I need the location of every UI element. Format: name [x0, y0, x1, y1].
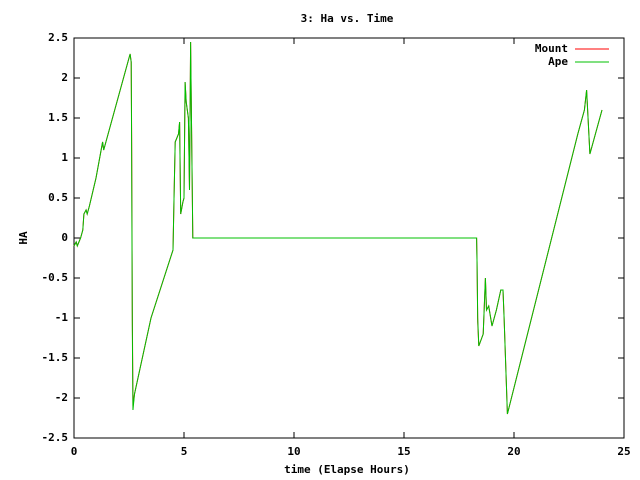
series-line [73, 41, 603, 415]
y-axis-label: HA [17, 231, 30, 245]
y-tick-label: 0.5 [48, 191, 68, 204]
y-tick-label: 2.5 [48, 31, 68, 44]
x-tick-label: 10 [287, 445, 300, 458]
x-tick-label: 5 [181, 445, 188, 458]
x-tick-label: 25 [617, 445, 630, 458]
y-tick-label: -2.5 [42, 431, 69, 444]
y-tick-label: -0.5 [42, 271, 69, 284]
x-tick-label: 15 [397, 445, 410, 458]
x-tick-label: 0 [71, 445, 78, 458]
y-tick-label: 1 [61, 151, 68, 164]
chart-title: 3: Ha vs. Time [301, 12, 394, 25]
legend-label: Mount [535, 42, 568, 55]
y-tick-label: 0 [61, 231, 68, 244]
y-tick-label: 2 [61, 71, 68, 84]
y-tick-label: 1.5 [48, 111, 68, 124]
y-tick-label: -1.5 [42, 351, 69, 364]
x-axis-label: time (Elapse Hours) [284, 463, 410, 476]
x-tick-label: 20 [507, 445, 520, 458]
y-tick-label: -2 [55, 391, 68, 404]
y-tick-label: -1 [55, 311, 69, 324]
legend-label: Ape [548, 55, 568, 68]
